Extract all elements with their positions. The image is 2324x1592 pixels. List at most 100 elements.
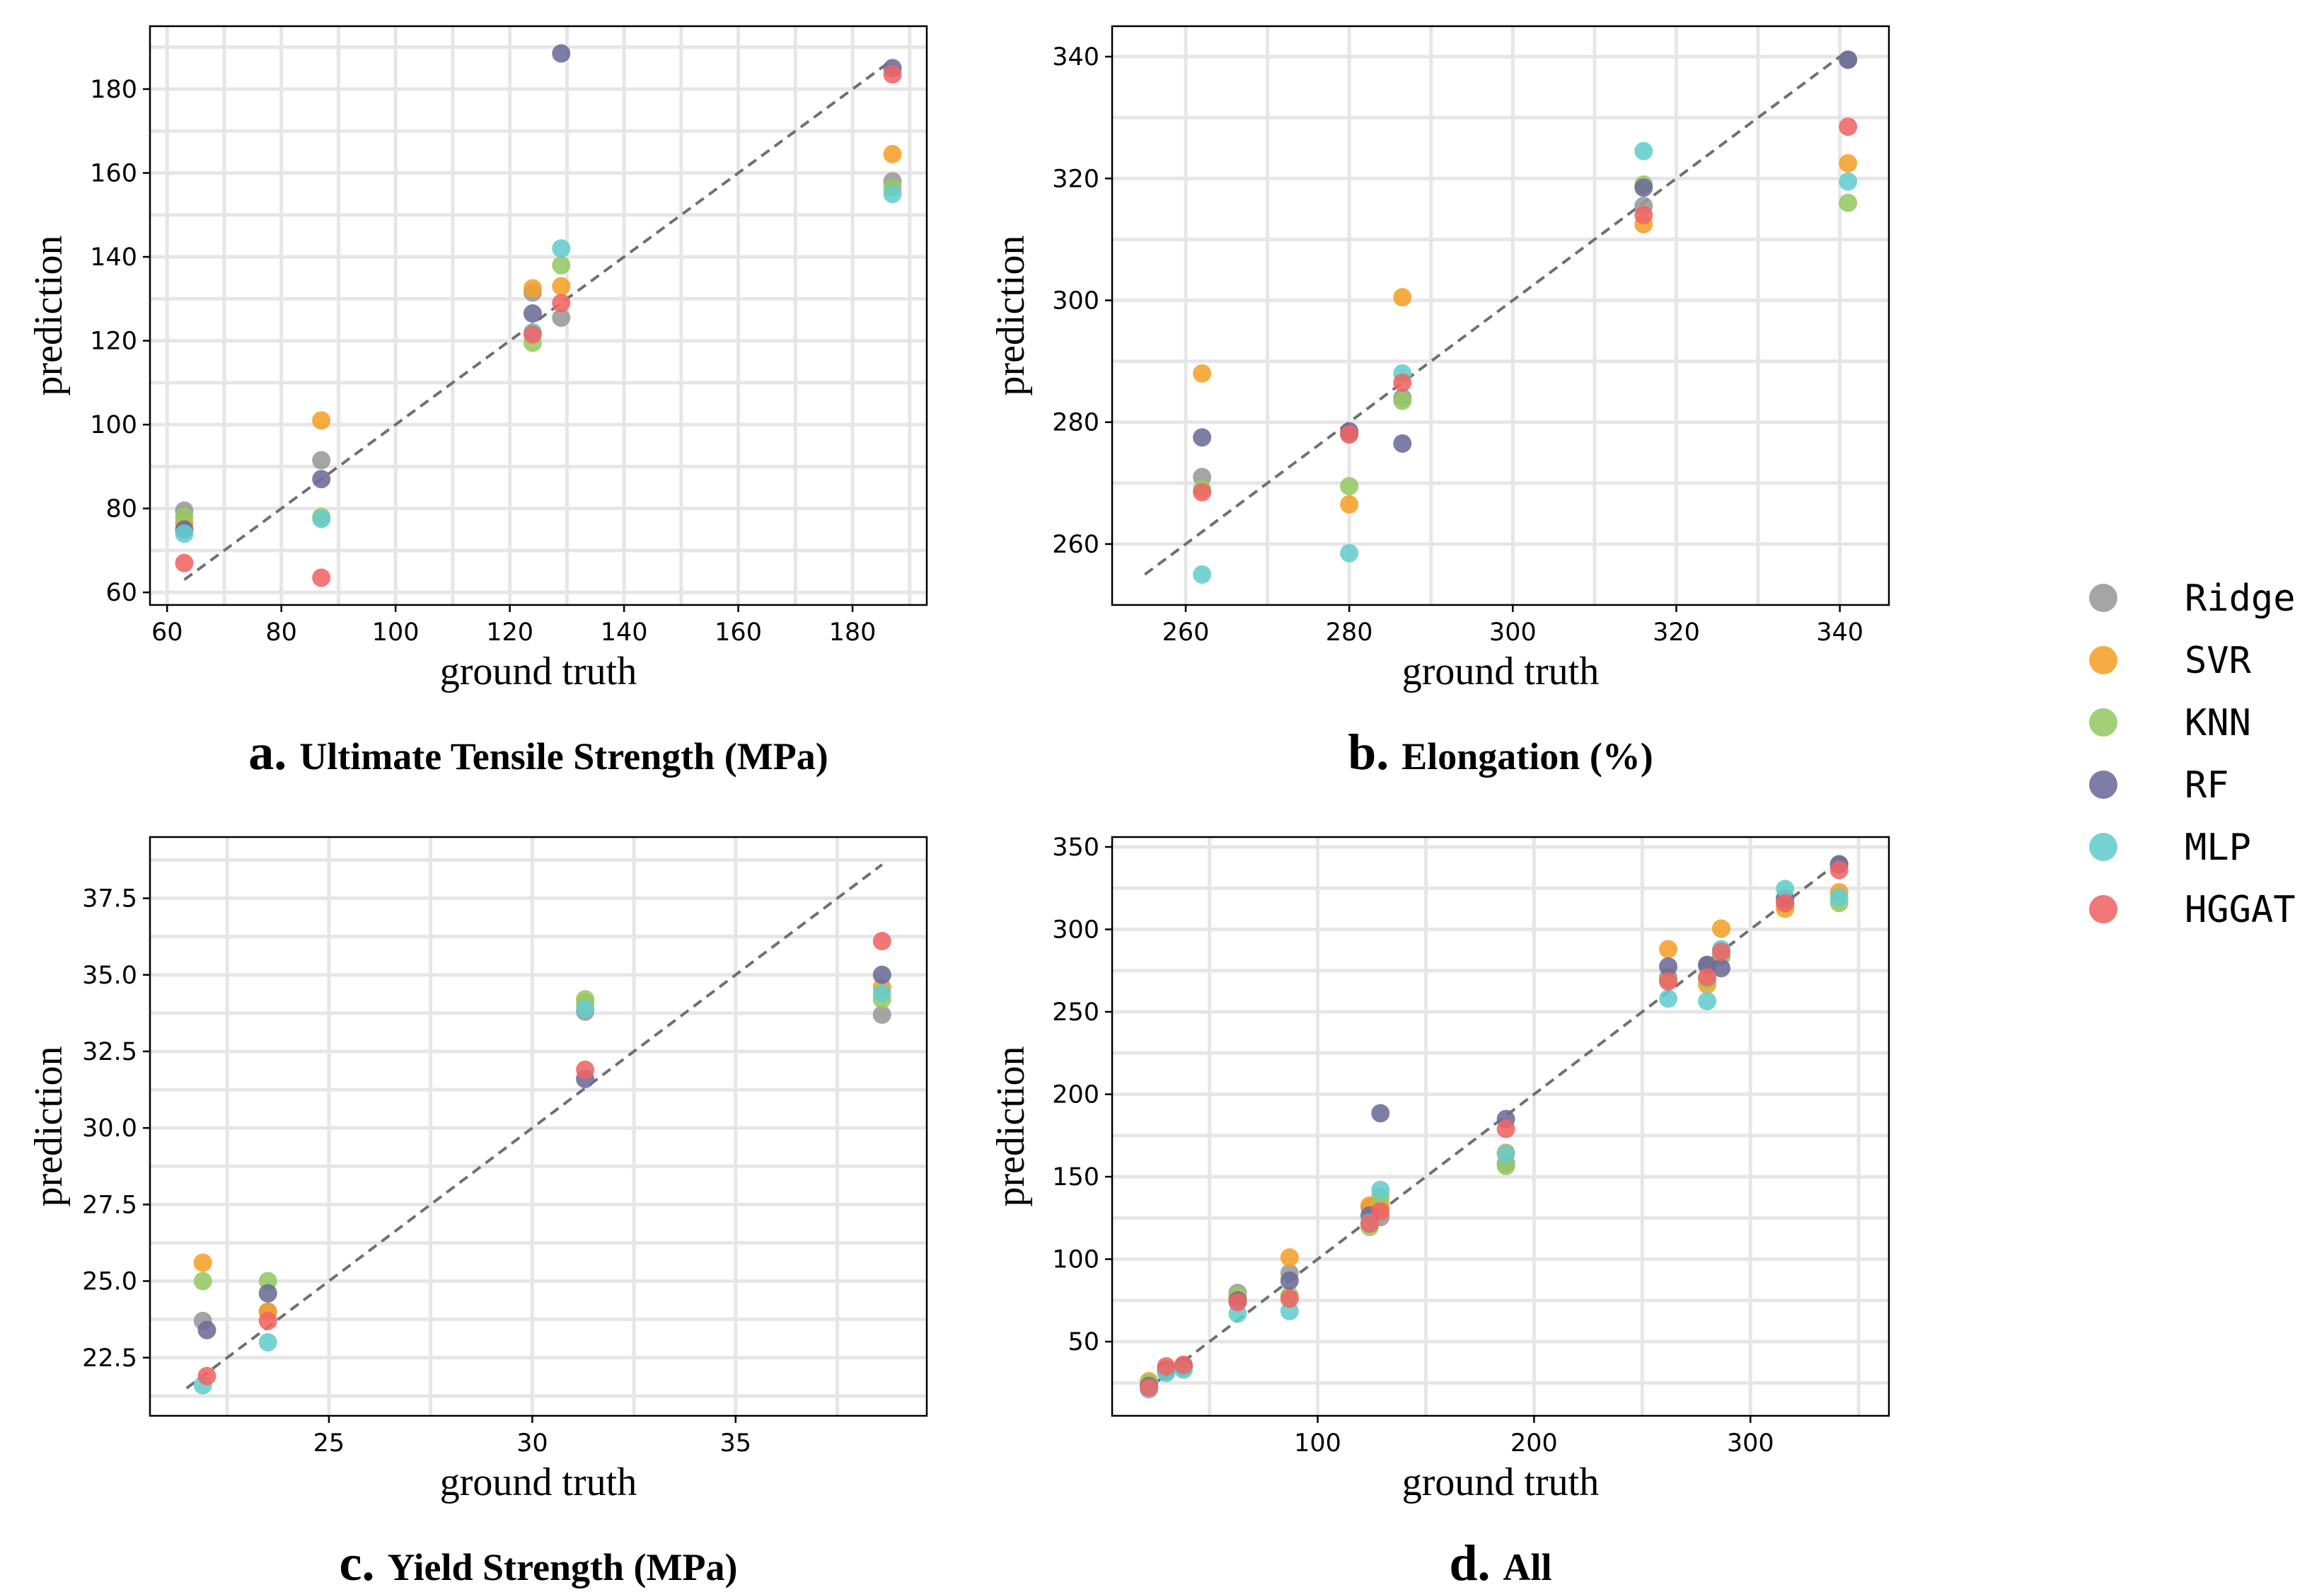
data-point <box>872 984 891 1003</box>
data-point <box>552 255 571 275</box>
series-hggat <box>175 65 902 587</box>
data-point <box>1839 193 1858 212</box>
data-point <box>1776 879 1795 899</box>
x-tick-label: 100 <box>372 618 420 647</box>
panel-d: 100 200 300 50 100 150 200 250 300 350 ground trut… <box>989 834 1890 1591</box>
x-axis-label: ground truth <box>1402 1460 1599 1504</box>
data-point <box>1193 364 1212 383</box>
caption-text: Ultimate Tensile Strength (MPa) <box>299 735 828 778</box>
y-tick-label: 200 <box>1052 1081 1099 1109</box>
y-tick-label: 22.5 <box>82 1344 137 1373</box>
data-point <box>193 1253 212 1272</box>
y-tick-label: 60 <box>105 579 137 607</box>
series-hggat <box>1193 117 1858 502</box>
data-point <box>552 44 571 63</box>
data-point <box>1839 172 1858 191</box>
legend-item-svr: SVR <box>2089 640 2252 682</box>
y-tick-label: 180 <box>90 76 137 104</box>
data-point <box>883 65 902 84</box>
series-hggat <box>197 932 891 1385</box>
caption-text: Yield Strength (MPa) <box>388 1546 738 1588</box>
data-point <box>1634 142 1653 161</box>
y-tick-label: 80 <box>105 495 137 524</box>
legend-marker <box>2089 833 2117 861</box>
y-tick-label: 260 <box>1052 531 1099 559</box>
legend-marker <box>2089 584 2117 612</box>
data-point <box>1711 959 1730 978</box>
panel-c: 25 30 35 22.5 25.0 27.5 30.0 32.5 35.0 37.5 ground… <box>27 836 928 1591</box>
data-point <box>1698 991 1717 1010</box>
legend-label: MLP <box>2185 826 2251 869</box>
plot-area <box>1112 26 1889 605</box>
series-hggat <box>1139 860 1849 1397</box>
data-point <box>576 1060 595 1079</box>
x-tick-label: 35 <box>720 1429 752 1458</box>
data-point <box>1360 1214 1379 1233</box>
caption-letter: b. <box>1348 724 1401 780</box>
x-tick-label: 100 <box>1294 1429 1341 1458</box>
data-point <box>1634 205 1653 224</box>
data-point <box>175 553 194 572</box>
data-point <box>1711 942 1730 961</box>
data-point <box>1393 391 1412 410</box>
x-tick-label: 180 <box>829 618 877 647</box>
panel-a: 60 80 100 120 140 160 180 60 80 100 120 140 160 180 gr… <box>27 25 928 780</box>
data-point <box>872 1005 891 1025</box>
axes-frame <box>149 836 928 1417</box>
data-point <box>552 294 571 313</box>
data-point <box>312 451 331 470</box>
data-point <box>312 470 331 489</box>
y-tick-label: 100 <box>90 411 137 439</box>
panel-caption: c. Yield Strength (MPa) <box>340 1535 738 1591</box>
data-point <box>1193 565 1212 584</box>
legend-label: Ridge <box>2185 577 2296 620</box>
data-point <box>1776 894 1795 913</box>
data-point <box>1340 543 1359 563</box>
y-tick-label: 140 <box>90 243 137 272</box>
y-axis-label: prediction <box>27 1046 71 1206</box>
y-tick-label: 300 <box>1052 916 1099 945</box>
y-tick-label: 50 <box>1068 1328 1099 1356</box>
data-point <box>175 524 194 543</box>
data-point <box>523 304 542 323</box>
y-tick-label: 320 <box>1052 165 1099 193</box>
data-point <box>1371 1180 1390 1199</box>
data-point <box>1157 1357 1176 1376</box>
y-tick-label: 150 <box>1052 1163 1099 1192</box>
legend-item-knn: KNN <box>2089 702 2251 744</box>
data-point <box>1659 940 1678 959</box>
data-point <box>1711 919 1730 938</box>
data-point <box>523 279 542 298</box>
y-tick-label: 35.0 <box>82 962 137 990</box>
y-tick-label: 37.5 <box>82 885 137 913</box>
x-tick-label: 280 <box>1326 618 1373 647</box>
data-point <box>872 965 891 984</box>
data-point <box>552 277 571 296</box>
y-tick-label: 300 <box>1052 287 1099 315</box>
panel-caption: a. Ultimate Tensile Strength (MPa) <box>248 724 828 780</box>
data-point <box>883 144 902 163</box>
data-point <box>1340 425 1359 444</box>
data-point <box>523 325 542 344</box>
x-tick-label: 120 <box>486 618 533 647</box>
x-axis-label: ground truth <box>440 1460 637 1504</box>
data-point <box>1839 154 1858 173</box>
data-point <box>258 1333 277 1352</box>
y-tick-label: 25.0 <box>82 1268 137 1296</box>
data-point <box>1228 1293 1247 1312</box>
data-point <box>1371 1202 1390 1221</box>
data-point <box>1496 1144 1515 1163</box>
legend-label: HGGAT <box>2185 889 2296 931</box>
data-point <box>1839 50 1858 69</box>
data-point <box>1139 1378 1158 1397</box>
caption-letter: d. <box>1449 1535 1503 1591</box>
legend-marker <box>2089 646 2117 674</box>
data-point <box>193 1271 212 1291</box>
data-point <box>312 509 331 529</box>
data-point <box>1496 1119 1515 1138</box>
x-tick-label: 300 <box>1489 618 1537 647</box>
legend-item-ridge: Ridge <box>2089 577 2296 620</box>
caption-letter: a. <box>248 724 299 780</box>
legend-item-hggat: HGGAT <box>2089 889 2296 931</box>
